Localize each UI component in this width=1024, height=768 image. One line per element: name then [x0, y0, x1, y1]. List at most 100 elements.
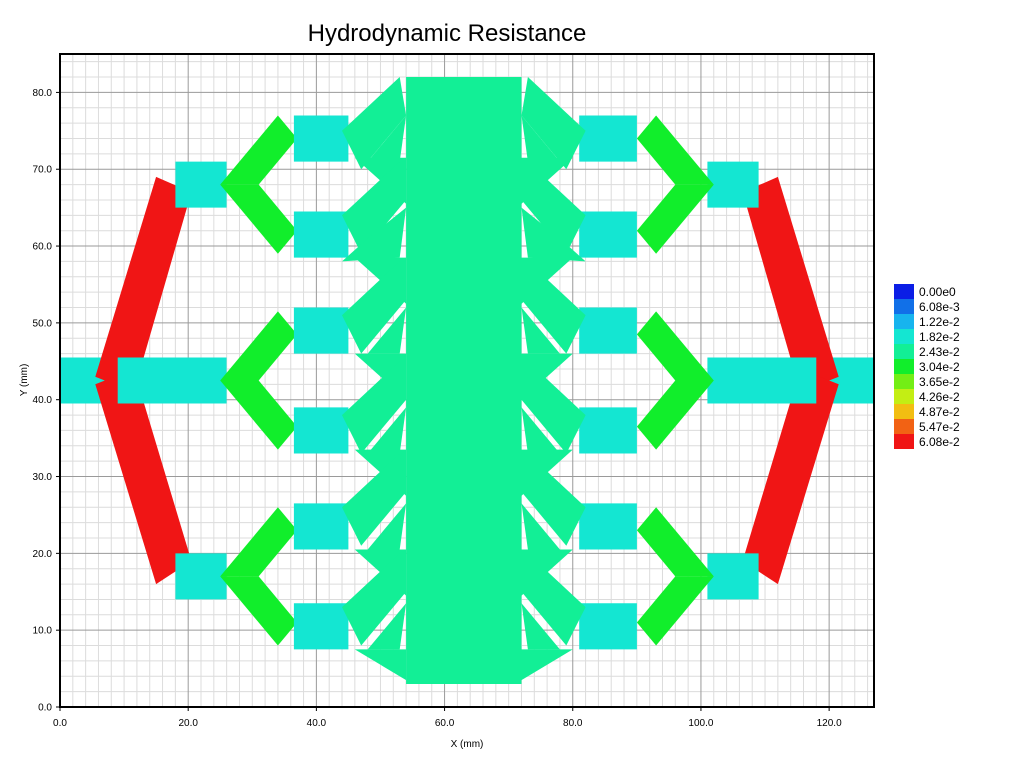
channel-stub-r-20 — [707, 553, 759, 600]
x-tick-label: 0.0 — [53, 718, 67, 729]
y-tick-label: 20.0 — [33, 549, 53, 560]
channel-stub-r-42 — [707, 357, 817, 404]
channel-fan-l-23 — [342, 503, 407, 550]
plot-frame — [59, 53, 875, 708]
channel-red-right-upper — [742, 176, 839, 392]
channel-bar-l-74 — [293, 115, 349, 162]
channel-fan-l-40 — [342, 361, 407, 454]
y-tick-label: 30.0 — [33, 472, 53, 483]
y-tick-label: 0.0 — [38, 703, 52, 714]
channel-bar-r-36 — [579, 407, 637, 454]
legend-label: 4.87e-2 — [919, 404, 960, 419]
legend-swatch — [894, 344, 914, 359]
channel-diamond-r1-42-dn — [636, 380, 714, 450]
y-tick-label: 40.0 — [33, 395, 53, 406]
channel-fan-l-43 — [354, 353, 407, 400]
channel-bar-l-11 — [293, 603, 349, 650]
y-axis-label: Y (mm) — [19, 364, 30, 397]
channel-bar-l-62 — [293, 211, 349, 258]
legend-entry: 4.26e-2 — [894, 389, 960, 404]
legend-label: 6.08e-2 — [919, 434, 960, 449]
channel-bar-r-11 — [579, 603, 637, 650]
legend-label: 5.47e-2 — [919, 419, 960, 434]
channel-central-chamber — [406, 77, 522, 684]
x-tick-label: 100.0 — [688, 718, 713, 729]
channel-red-right-lower — [742, 369, 839, 585]
legend-label: 3.65e-2 — [919, 374, 960, 389]
legend-entry: 0.00e0 — [894, 284, 960, 299]
channel-diamond-l1-42-dn — [220, 380, 298, 450]
channel-bar-l-49 — [293, 307, 349, 354]
channel-fan-r-23 — [521, 503, 586, 550]
channel-fan-r-5 — [521, 649, 573, 681]
legend-swatch — [894, 314, 914, 329]
legend-swatch — [894, 359, 914, 374]
legend-entry: 2.43e-2 — [894, 344, 960, 359]
legend-label: 0.00e0 — [919, 284, 956, 299]
channel-fan-r-11 — [521, 603, 586, 650]
channel-fan-l-66 — [342, 161, 407, 254]
legend-entry: 1.22e-2 — [894, 314, 960, 329]
channel-diamond-l1-20-up — [220, 507, 298, 577]
channel-stub-l-70 — [175, 161, 227, 208]
channel-network — [60, 77, 874, 684]
legend-swatch — [894, 284, 914, 299]
channel-fan-l-28 — [342, 453, 407, 546]
y-tick-label: 70.0 — [33, 165, 53, 176]
y-tick-label: 80.0 — [33, 88, 53, 99]
channel-diamond-r1-20-dn — [636, 576, 714, 646]
y-tick-label: 50.0 — [33, 318, 53, 329]
legend-label: 4.26e-2 — [919, 389, 960, 404]
legend-label: 2.43e-2 — [919, 344, 960, 359]
channel-diamond-r1-70-dn — [636, 184, 714, 254]
channel-fan-r-15 — [521, 553, 586, 646]
channel-fan-l-80 — [342, 77, 407, 170]
legend-swatch — [894, 404, 914, 419]
legend-entry: 3.04e-2 — [894, 359, 960, 374]
channel-diamond-r1-70-up — [636, 115, 714, 185]
channel-diamond-l1-20-dn — [220, 576, 298, 646]
legend-label: 3.04e-2 — [919, 359, 960, 374]
channel-fan-r-43 — [521, 353, 573, 400]
x-tick-label: 60.0 — [435, 718, 455, 729]
channel-fan-l-11 — [342, 603, 407, 650]
chart-title: Hydrodynamic Resistance — [307, 20, 587, 47]
channel-red-left-upper — [95, 176, 192, 392]
channel-bar-r-74 — [579, 115, 637, 162]
channel-diamond-r1-42-up — [636, 311, 714, 381]
channel-fan-r-40 — [521, 361, 586, 454]
channel-red-left-lower — [95, 369, 192, 585]
channel-fan-l-74 — [342, 115, 407, 162]
legend-entry: 3.65e-2 — [894, 374, 960, 389]
y-tick-label: 60.0 — [33, 242, 53, 253]
x-tick-label: 20.0 — [178, 718, 198, 729]
channel-bar-l-36 — [293, 407, 349, 454]
legend-swatch — [894, 329, 914, 344]
channel-fan-r-49 — [521, 307, 586, 354]
channel-fan-l-5 — [354, 649, 407, 681]
legend-swatch — [894, 389, 914, 404]
channel-diamond-l1-70-up — [220, 115, 298, 185]
x-tick-label: 40.0 — [307, 718, 327, 729]
legend-entry: 6.08e-3 — [894, 299, 960, 314]
legend-entry: 1.82e-2 — [894, 329, 960, 344]
channel-fan-l-62 — [342, 207, 407, 262]
legend-swatch — [894, 374, 914, 389]
channel-fan-l-53 — [342, 261, 407, 354]
channel-fan-r-74 — [521, 115, 586, 162]
channel-stub-r-70 — [707, 161, 759, 208]
x-axis-ticks: 0.0 20.0 40.0 60.0 80.0 100.0 120.0 — [53, 707, 842, 729]
legend-label: 1.82e-2 — [919, 329, 960, 344]
legend-entry: 6.08e-2 — [894, 434, 960, 449]
channel-bar-r-49 — [579, 307, 637, 354]
channel-fan-r-80 — [521, 77, 586, 170]
channel-diamond-l1-70-dn — [220, 184, 298, 254]
channel-diamond-r1-20-up — [636, 507, 714, 577]
channel-stub-l-42 — [117, 357, 227, 404]
x-tick-label: 80.0 — [563, 718, 583, 729]
y-tick-label: 10.0 — [33, 626, 53, 637]
channel-fan-r-28 — [521, 453, 586, 546]
channel-bar-r-62 — [579, 211, 637, 258]
channel-fan-r-53 — [521, 261, 586, 354]
